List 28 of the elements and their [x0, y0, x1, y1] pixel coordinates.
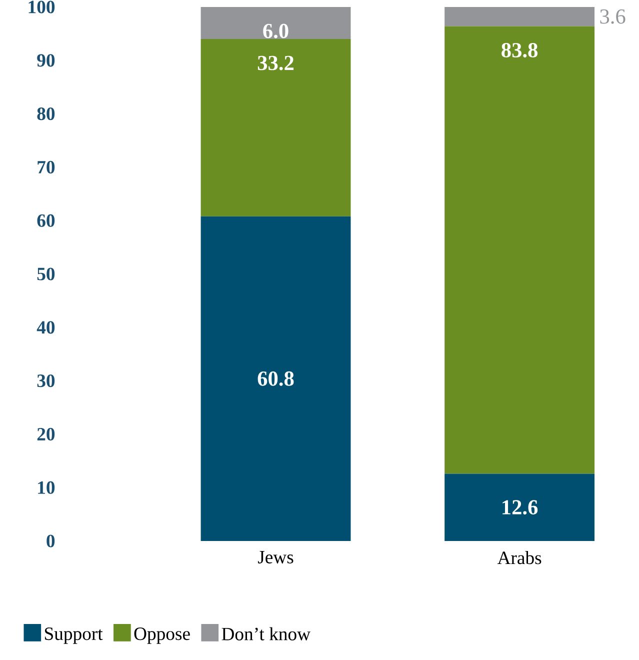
data-label: 33.2: [258, 56, 294, 70]
data-label: 6.0: [263, 24, 288, 38]
data-label: 83.8: [502, 43, 538, 58]
legend-label: Support: [44, 628, 103, 644]
bar: [200, 6, 351, 40]
x-tick-label: Jews: [258, 551, 294, 564]
data-label: 3.6: [600, 9, 626, 24]
bar: [444, 474, 595, 541]
y-tick-label: 80: [37, 107, 55, 120]
y-tick-label: 20: [37, 428, 55, 440]
y-tick-label: 0: [46, 534, 55, 548]
legend-label: Don’t know: [222, 627, 310, 640]
y-tick-label: 10: [38, 481, 55, 494]
y-tick-label: 100: [28, 0, 55, 14]
legend-label: Oppose: [134, 628, 190, 644]
y-tick-label: 30: [37, 374, 55, 388]
x-tick-label: Arabs: [497, 551, 542, 564]
y-tick-label: 50: [37, 268, 55, 280]
y-tick-label: 70: [38, 160, 55, 174]
y-tick-label: 90: [37, 54, 55, 67]
bar: [444, 26, 595, 474]
y-tick-label: 60: [37, 214, 55, 227]
bar: [200, 216, 351, 541]
bar: [444, 6, 595, 26]
bar: [200, 39, 351, 216]
data-label: 60.8: [258, 371, 294, 386]
y-tick-label: 40: [36, 321, 55, 334]
data-label: 12.6: [502, 500, 538, 515]
